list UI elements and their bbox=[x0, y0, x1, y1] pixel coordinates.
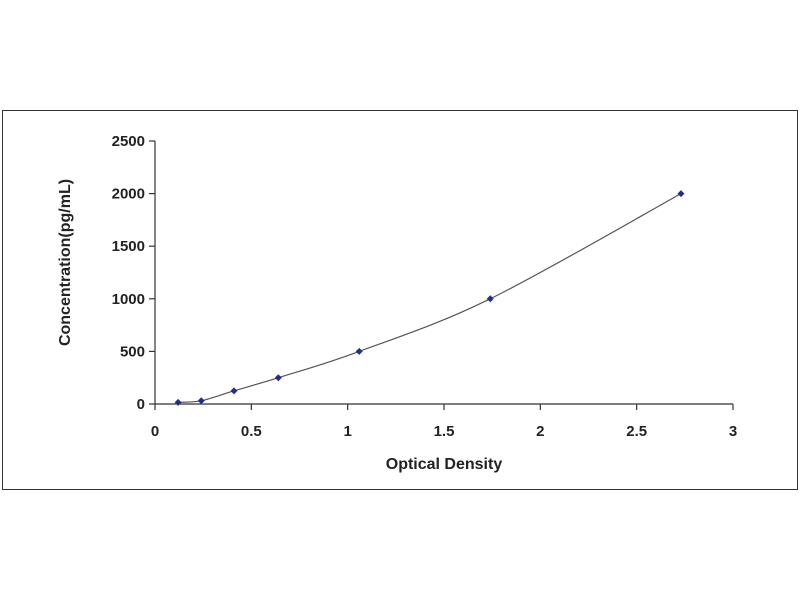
y-axis-title: Concentration(pg/mL) bbox=[57, 179, 74, 346]
data-points bbox=[174, 190, 685, 406]
y-tick-label: 0 bbox=[137, 396, 145, 413]
y-tick-label: 1000 bbox=[112, 291, 145, 308]
x-tick-labels: 0 0.5 1 1.5 2 2.5 3 bbox=[151, 423, 737, 440]
x-tick-label: 0.5 bbox=[241, 423, 262, 440]
x-tick-label: 1.5 bbox=[434, 423, 455, 440]
data-point bbox=[174, 398, 182, 406]
y-tick-label: 1500 bbox=[112, 238, 145, 255]
y-tick-label: 500 bbox=[120, 343, 145, 360]
y-tick-labels: 0 500 1000 1500 2000 2500 bbox=[112, 133, 145, 413]
data-point bbox=[197, 397, 205, 405]
chart-frame bbox=[2, 110, 798, 490]
y-tick-label: 2500 bbox=[112, 133, 145, 150]
data-point bbox=[486, 295, 494, 303]
x-axis-title: Optical Density bbox=[386, 456, 503, 473]
data-point bbox=[230, 387, 238, 395]
axes bbox=[149, 140, 734, 410]
data-point bbox=[355, 347, 363, 355]
x-tick-label: 1 bbox=[343, 423, 351, 440]
fit-curve bbox=[178, 193, 682, 403]
data-point bbox=[274, 374, 282, 382]
x-tick-label: 2 bbox=[536, 423, 544, 440]
data-point bbox=[677, 190, 685, 198]
x-tick-label: 3 bbox=[729, 423, 737, 440]
x-tick-label: 2.5 bbox=[626, 423, 647, 440]
x-tick-label: 0 bbox=[151, 423, 159, 440]
y-tick-label: 2000 bbox=[112, 186, 145, 203]
